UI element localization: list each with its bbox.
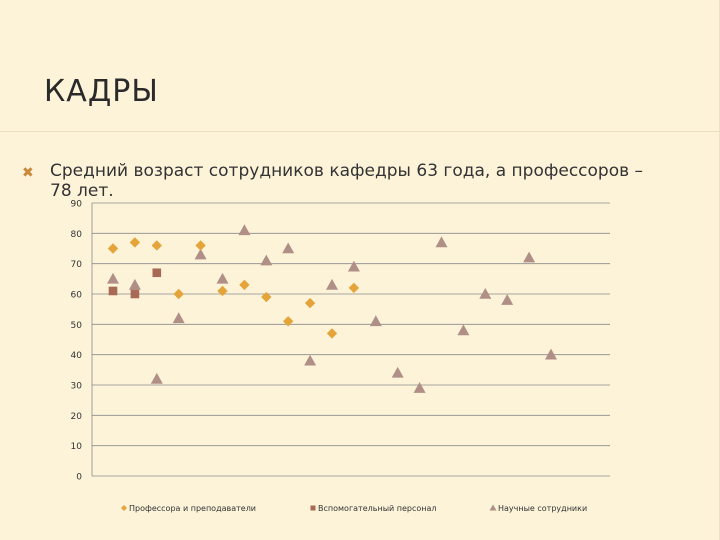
square-point bbox=[108, 286, 118, 296]
triangle-point bbox=[107, 272, 119, 284]
triangle-point bbox=[326, 278, 338, 290]
diamond-point bbox=[151, 240, 162, 251]
triangle-point bbox=[304, 354, 317, 366]
y-tick-label: 90 bbox=[71, 200, 83, 210]
triangle-point bbox=[172, 312, 185, 324]
diamond-point bbox=[283, 316, 294, 327]
diamond-point bbox=[173, 288, 184, 300]
triangle-point bbox=[194, 248, 207, 260]
triangle-point bbox=[457, 324, 470, 336]
triangle-point bbox=[282, 242, 295, 254]
y-tick-label: 70 bbox=[71, 260, 83, 270]
legend-label: Вспомогательный персонал bbox=[318, 504, 437, 513]
diamond-point bbox=[326, 328, 338, 339]
diamond-point bbox=[195, 240, 206, 251]
y-tick-label: 0 bbox=[76, 473, 82, 483]
triangle-point bbox=[413, 382, 426, 393]
triangle-point bbox=[347, 260, 360, 272]
square-point bbox=[152, 268, 162, 278]
diamond-point bbox=[239, 279, 250, 291]
diamond-point bbox=[261, 291, 272, 303]
diamond-point bbox=[348, 282, 360, 294]
triangle-point bbox=[238, 224, 251, 236]
y-tick-label: 60 bbox=[71, 291, 83, 301]
y-tick-label: 30 bbox=[71, 382, 83, 392]
triangle-point bbox=[216, 272, 229, 284]
diamond-point bbox=[217, 285, 228, 297]
legend-label: Профессора и преподаватели bbox=[129, 504, 256, 513]
triangle-point bbox=[479, 288, 492, 299]
diamond-point bbox=[129, 237, 141, 248]
bullet-text: Средний возраст сотрудников кафедры 63 г… bbox=[50, 161, 644, 201]
triangle-point bbox=[369, 315, 382, 327]
triangle-point bbox=[545, 348, 557, 360]
legend-label: Научные сотрудники bbox=[498, 504, 587, 513]
legend-marker-triangle bbox=[489, 504, 497, 511]
triangle-point bbox=[391, 366, 404, 378]
y-tick-label: 10 bbox=[71, 442, 83, 452]
triangle-point bbox=[435, 236, 448, 248]
y-tick-label: 80 bbox=[71, 230, 83, 240]
diamond-point bbox=[304, 297, 316, 309]
diamond-point bbox=[107, 243, 119, 254]
y-tick-label: 20 bbox=[71, 412, 83, 422]
y-tick-label: 40 bbox=[71, 351, 83, 361]
y-tick-label: 50 bbox=[71, 321, 83, 331]
slide-title: КАДРЫ bbox=[44, 74, 159, 109]
bullet-x-icon: ✖ bbox=[22, 165, 34, 181]
triangle-point bbox=[523, 251, 536, 263]
legend-marker-diamond bbox=[121, 505, 127, 511]
triangle-point bbox=[260, 254, 273, 266]
triangle-point bbox=[128, 278, 141, 290]
square-point bbox=[130, 289, 140, 299]
triangle-point bbox=[150, 372, 163, 384]
legend-marker-square bbox=[310, 505, 316, 511]
triangle-point bbox=[501, 294, 514, 305]
title-divider bbox=[0, 131, 720, 132]
